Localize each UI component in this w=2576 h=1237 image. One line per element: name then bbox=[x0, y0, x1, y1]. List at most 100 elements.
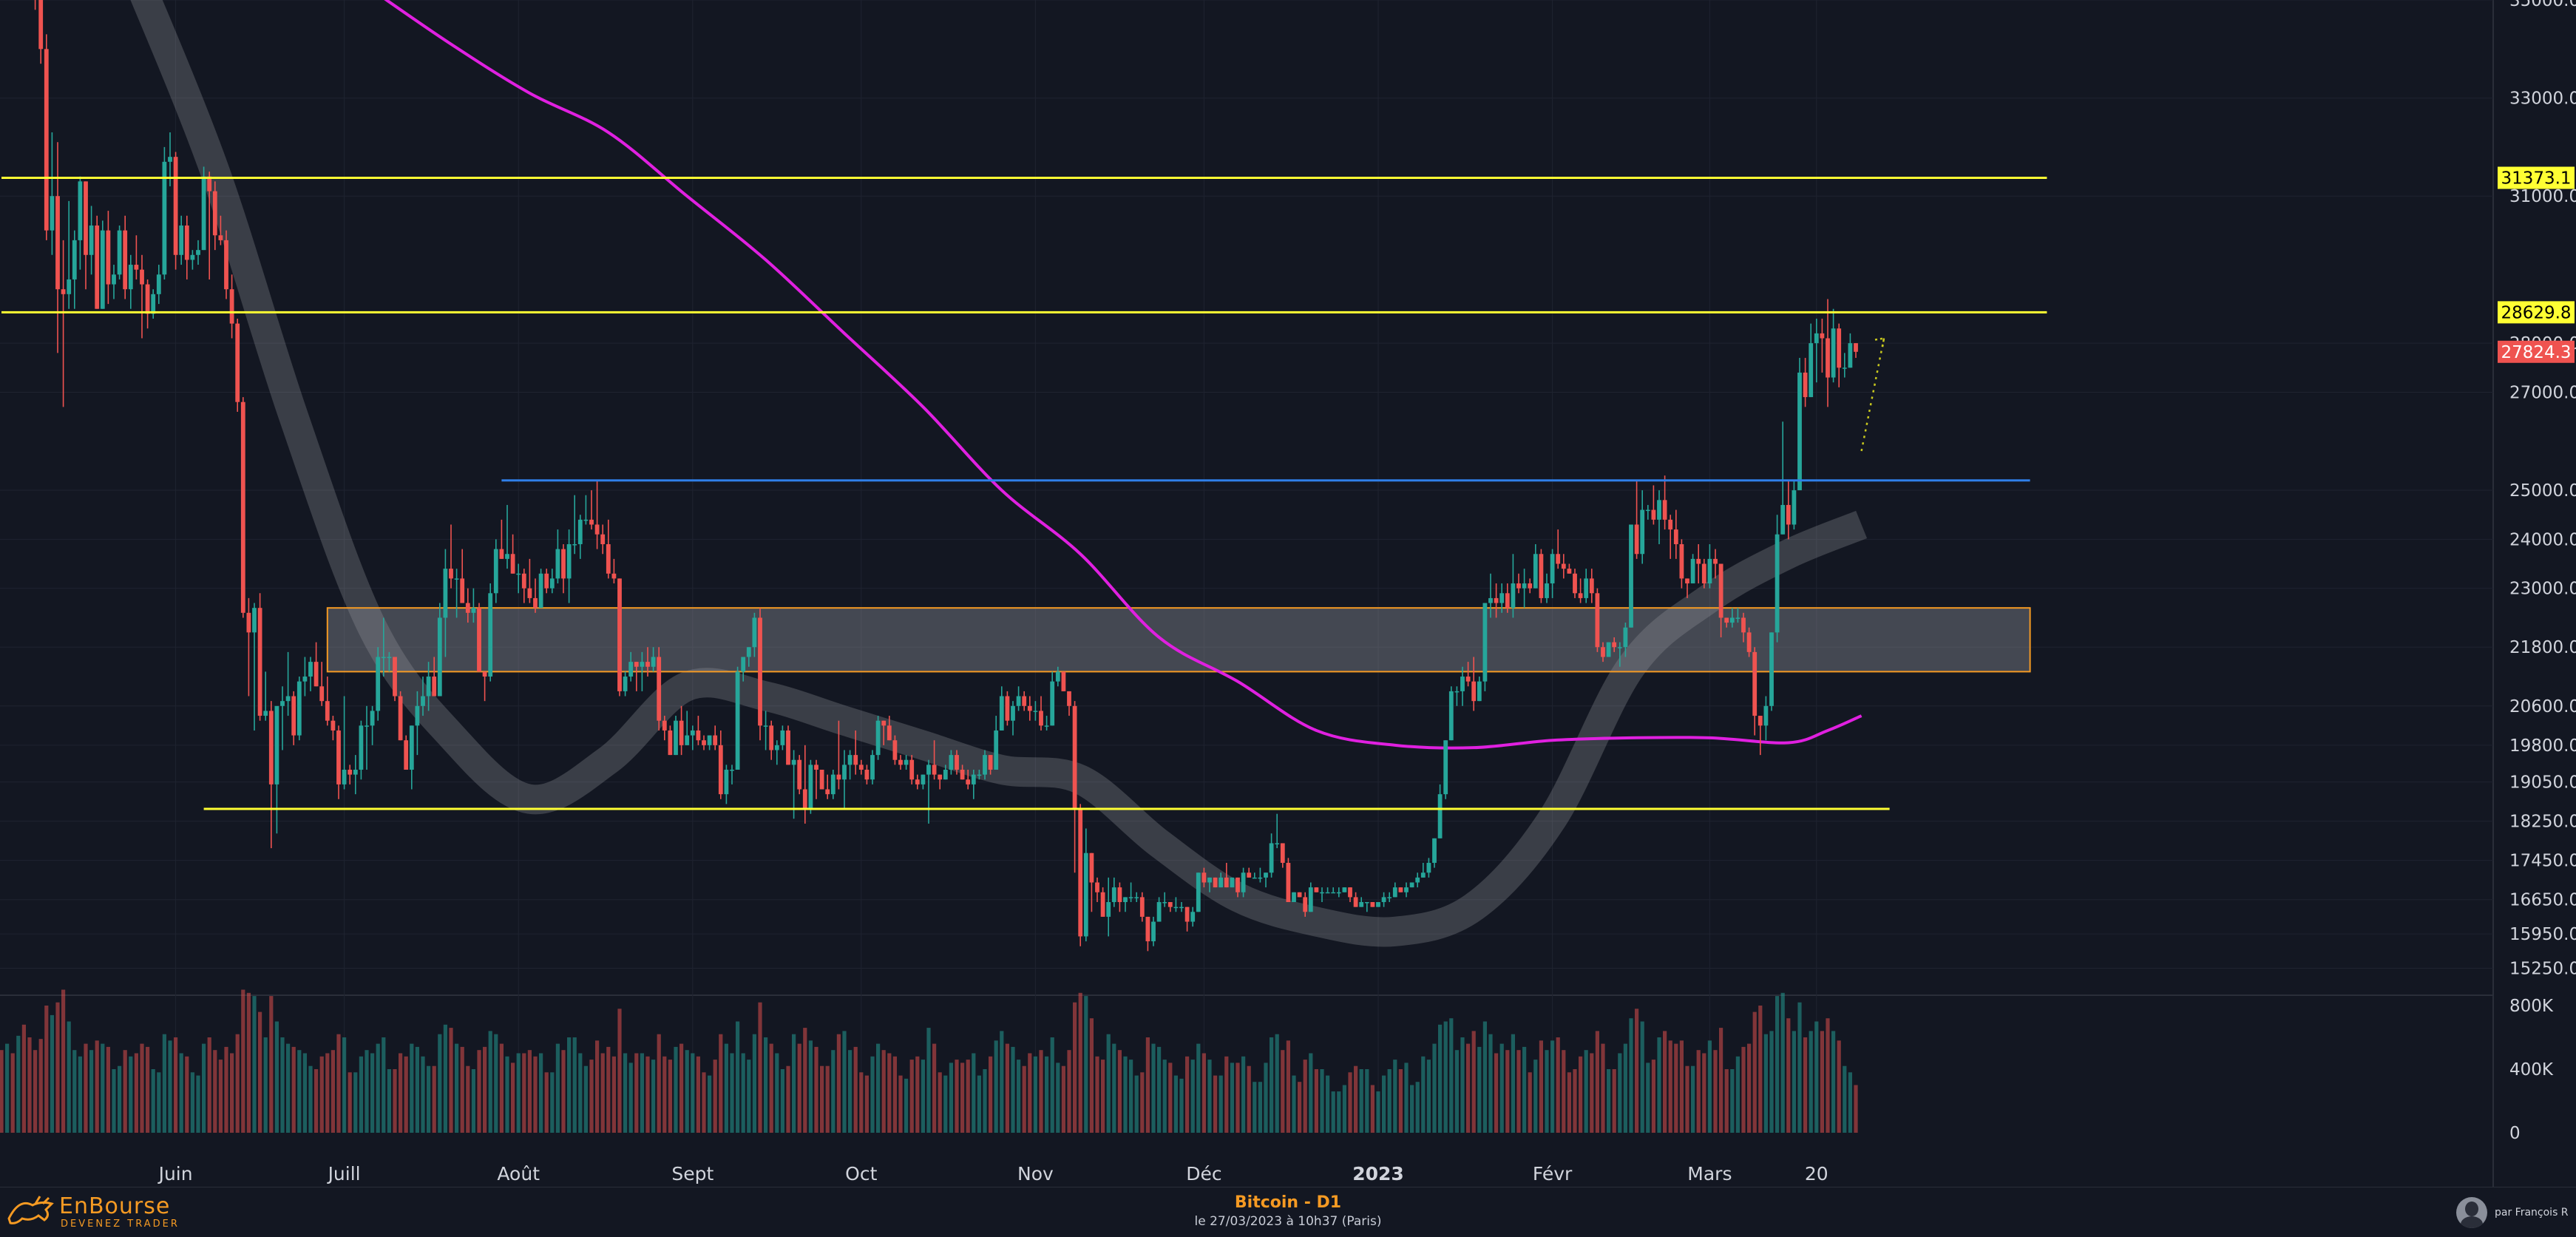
volume-bar bbox=[162, 1034, 166, 1133]
volume-bar bbox=[427, 1065, 431, 1133]
candle-body bbox=[268, 711, 274, 784]
candle-body bbox=[1011, 705, 1015, 721]
volume-bar bbox=[645, 1056, 650, 1133]
volume-bar bbox=[1646, 1063, 1650, 1133]
volume-bar bbox=[1309, 1053, 1313, 1133]
candle-body bbox=[50, 196, 55, 231]
candle-body bbox=[1567, 569, 1572, 574]
volume-bar bbox=[1213, 1075, 1218, 1133]
volume-bar bbox=[938, 1072, 942, 1133]
volume-bar bbox=[623, 1053, 628, 1133]
volume-bar bbox=[168, 1040, 172, 1133]
candle-body bbox=[645, 662, 650, 667]
volume-bar bbox=[1623, 1043, 1627, 1133]
candle-body bbox=[1629, 524, 1633, 628]
price-tick-label: 19800.0 bbox=[2509, 736, 2576, 756]
candle-body bbox=[95, 226, 100, 309]
brand-logo[interactable]: EnBourse DEVENEZ TRADER bbox=[6, 1192, 183, 1230]
candle-body bbox=[685, 735, 690, 745]
candle-body bbox=[966, 779, 971, 784]
volume-bar bbox=[483, 1046, 487, 1133]
volume-bar bbox=[235, 1034, 240, 1133]
volume-bar bbox=[983, 1069, 987, 1133]
projection bbox=[1860, 336, 1885, 452]
candle-body bbox=[994, 730, 999, 770]
volume-bar bbox=[449, 1028, 453, 1133]
price-tick-label: 15250.0 bbox=[2509, 960, 2576, 979]
candle-body bbox=[572, 543, 577, 546]
volume-bar bbox=[1061, 1065, 1065, 1133]
candle-body bbox=[336, 730, 341, 784]
candle-body bbox=[1241, 872, 1246, 892]
volume-bar bbox=[89, 1050, 94, 1133]
candle-body bbox=[1763, 705, 1769, 726]
candle-body bbox=[1258, 877, 1263, 879]
candle-body bbox=[1516, 583, 1521, 589]
volume-bar bbox=[370, 1053, 375, 1133]
candle-body bbox=[1640, 509, 1645, 555]
candle-body bbox=[1522, 583, 1527, 589]
candle-body bbox=[112, 274, 116, 285]
volume-bar bbox=[50, 1014, 54, 1133]
volume-bar bbox=[864, 1075, 869, 1133]
volume-bar bbox=[1201, 1053, 1206, 1133]
candle-body bbox=[791, 759, 796, 765]
volume-bar bbox=[780, 1069, 784, 1133]
candle-body bbox=[1448, 691, 1454, 741]
volume-bar bbox=[1635, 1009, 1639, 1133]
candle-body bbox=[1831, 328, 1836, 378]
candle-body bbox=[887, 725, 892, 741]
volume-bar bbox=[1651, 1060, 1655, 1133]
candle-body bbox=[718, 745, 723, 795]
volume-bar bbox=[308, 1065, 313, 1133]
price-label-box bbox=[2498, 166, 2575, 189]
price-tick-label: 17450.0 bbox=[2509, 852, 2576, 871]
volume-bar bbox=[1494, 1053, 1499, 1133]
volume-bar bbox=[84, 1043, 88, 1133]
volume-bar bbox=[1067, 1050, 1071, 1133]
candle-body bbox=[1331, 892, 1336, 894]
volume-bar bbox=[331, 1050, 335, 1133]
volume-bar bbox=[1679, 1040, 1684, 1133]
volume-bar bbox=[881, 1050, 886, 1133]
time-tick-label: Sept bbox=[671, 1163, 714, 1185]
volume-bar bbox=[1264, 1063, 1268, 1133]
volume-bar bbox=[1826, 1018, 1830, 1133]
volume-bar bbox=[640, 1053, 644, 1133]
candle-body bbox=[1634, 524, 1639, 555]
candle-body bbox=[527, 588, 532, 598]
volume-bar bbox=[106, 1046, 110, 1133]
candle-body bbox=[1055, 671, 1060, 682]
candle-body bbox=[1247, 872, 1252, 878]
candle-body bbox=[1797, 372, 1802, 491]
volume-bar bbox=[471, 1069, 475, 1133]
volume-bar bbox=[1230, 1063, 1234, 1133]
candle-body bbox=[117, 230, 122, 275]
candle-body bbox=[1005, 696, 1010, 721]
volume-bar bbox=[859, 1072, 864, 1133]
candle-body bbox=[1854, 343, 1858, 352]
candle-body bbox=[460, 578, 465, 603]
volume-bar bbox=[1117, 1050, 1122, 1133]
candle-body bbox=[1078, 809, 1083, 937]
volume-bar bbox=[280, 1037, 285, 1133]
candle-body bbox=[780, 730, 785, 745]
candle-body bbox=[342, 769, 347, 784]
price-tick-label: 25000.0 bbox=[2509, 481, 2576, 501]
time-tick-label: 2023 bbox=[1352, 1163, 1404, 1185]
volume-bar bbox=[1528, 1072, 1532, 1133]
candle-body bbox=[84, 181, 88, 255]
candle-body bbox=[758, 617, 762, 726]
candle-body bbox=[359, 725, 364, 770]
author-badge[interactable]: par François R bbox=[2456, 1196, 2569, 1230]
candle-body bbox=[1820, 333, 1825, 339]
volume-bar bbox=[713, 1060, 717, 1133]
price-label-box bbox=[2498, 340, 2575, 363]
candle-body bbox=[1511, 583, 1516, 609]
candle-body bbox=[1494, 597, 1499, 603]
volume-bar bbox=[1011, 1046, 1015, 1133]
candle-body bbox=[583, 519, 589, 521]
volume-bar bbox=[123, 1050, 127, 1133]
volume-bar bbox=[634, 1053, 639, 1133]
